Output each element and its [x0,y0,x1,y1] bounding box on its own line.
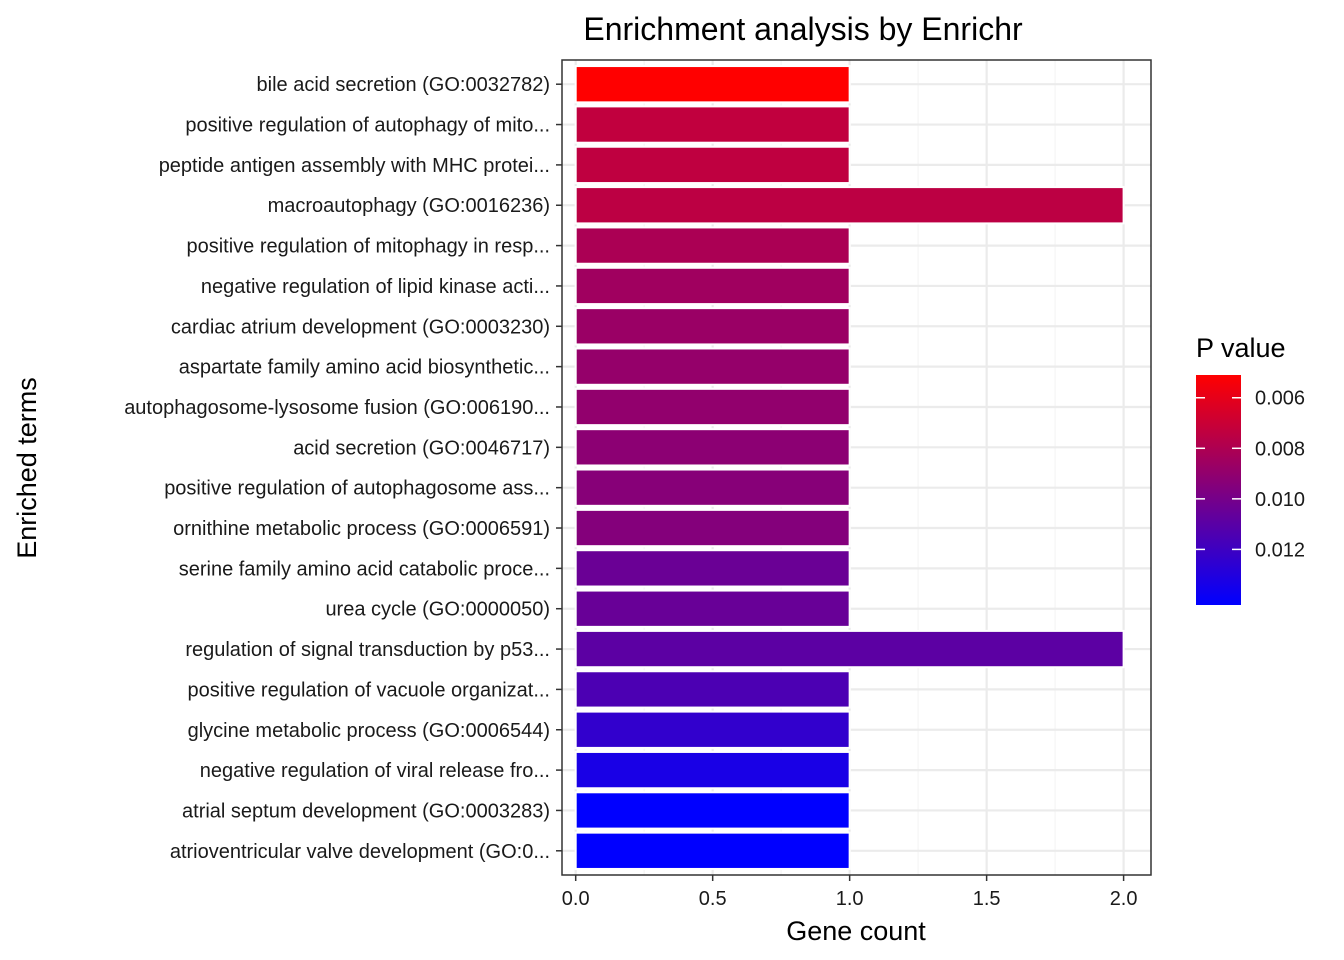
bar [574,226,851,265]
chart-title: Enrichment analysis by Enrichr [583,11,1023,47]
legend-colorbar [1196,375,1241,605]
y-tick-label: autophagosome-lysosome fusion (GO:006190… [124,397,550,419]
y-tick-label: peptide antigen assembly with MHC protei… [159,155,550,177]
bar [574,186,1125,225]
y-tick-label: aspartate family amino acid biosynthetic… [179,357,550,379]
legend-title: P value [1196,333,1286,363]
y-tick-label: cardiac atrium development (GO:0003230) [171,316,550,338]
x-tick-label: 1.5 [973,888,1001,910]
bar [574,831,851,870]
x-tick-label: 0.5 [699,888,727,910]
legend-tick-label: 0.008 [1255,438,1305,460]
x-tick-label: 0.0 [562,888,590,910]
legend-tick-label: 0.012 [1255,539,1305,561]
bar [574,468,851,507]
legend-ticks: 0.006 0.008 0.010 0.012 [1196,388,1305,561]
y-tick-label: positive regulation of vacuole organizat… [188,679,550,701]
legend-tick-label: 0.010 [1255,489,1305,511]
bar [574,670,851,709]
bar [574,105,851,144]
y-tick-label: bile acid secretion (GO:0032782) [257,74,551,96]
bar [574,65,851,104]
bar [574,710,851,749]
y-tick-label: positive regulation of autophagy of mito… [185,115,550,137]
bar [574,508,851,548]
bar [574,549,851,588]
x-tick-label: 2.0 [1110,888,1138,910]
x-axis-title: Gene count [786,916,926,946]
y-tick-label: positive regulation of autophagosome ass… [164,478,550,500]
legend: P value 0.006 0.008 0.010 0.012 [1196,333,1305,605]
y-tick-label: regulation of signal transduction by p53… [185,639,550,661]
y-tick-label: negative regulation of lipid kinase acti… [201,276,550,298]
panel-border [561,59,1152,876]
y-tick-label: negative regulation of viral release fro… [200,760,550,782]
bar [574,629,1125,669]
y-tick-label: macroautophagy (GO:0016236) [268,195,550,217]
bar [574,750,851,790]
y-tick-label: atrial septum development (GO:0003283) [182,800,550,822]
y-tick-label: acid secretion (GO:0046717) [293,437,550,459]
y-axis: bile acid secretion (GO:0032782) positive… [124,74,562,863]
bar [574,387,851,427]
x-tick-label: 1.0 [836,888,864,910]
bar [574,347,851,386]
y-tick-label: positive regulation of mitophagy in resp… [186,236,550,258]
y-tick-label: serine family amino acid catabolic proce… [179,558,550,580]
legend-tick-label: 0.006 [1255,388,1305,410]
x-axis: 0.0 0.5 1.0 1.5 2.0 [562,875,1138,910]
bar [574,307,851,346]
bar [574,428,851,467]
bar [574,145,851,185]
y-tick-label: atrioventricular valve development (GO:0… [170,841,550,863]
bar [574,589,851,628]
bar [574,266,851,306]
y-tick-label: urea cycle (GO:0000050) [325,599,550,621]
bars [574,65,1125,870]
y-tick-label: ornithine metabolic process (GO:0006591) [173,518,550,540]
y-tick-label: glycine metabolic process (GO:0006544) [188,720,550,742]
y-axis-title: Enriched terms [12,377,42,559]
bar [574,791,851,830]
